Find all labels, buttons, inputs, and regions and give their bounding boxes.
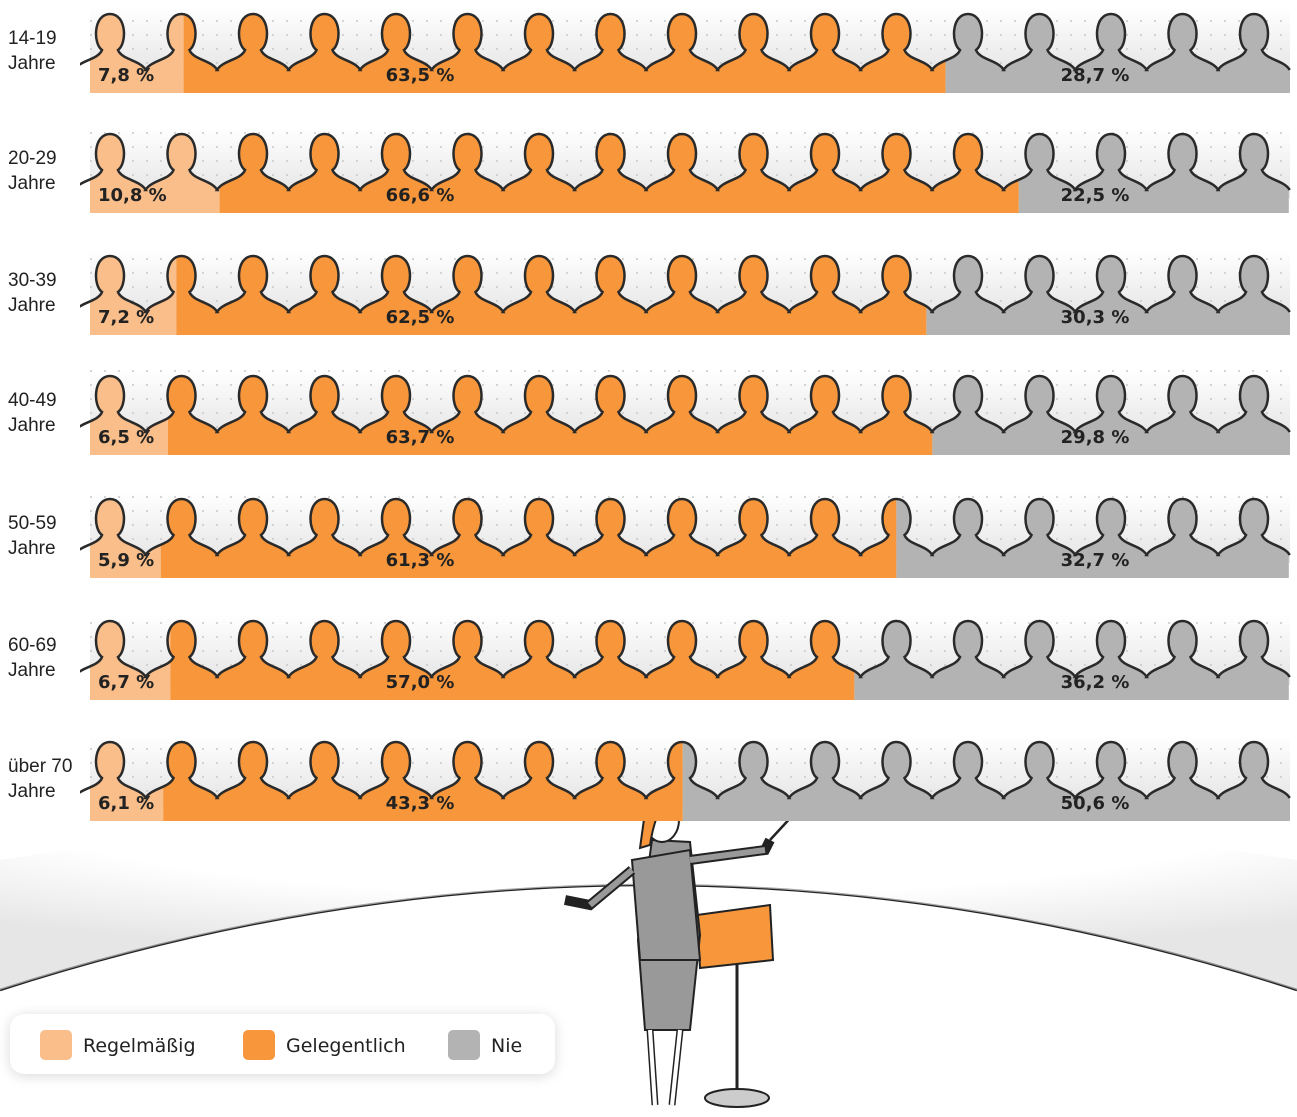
value-label: 36,2 %: [1061, 672, 1130, 693]
value-label: 10,8 %: [98, 185, 167, 206]
value-label: 28,7 %: [1061, 65, 1130, 86]
page: 7,8 %63,5 %28,7 %10,8 %66,6 %22,5 %7,2 %…: [0, 0, 1297, 1117]
category-label: 60-69 Jahre: [8, 633, 57, 683]
legend-label: Regelmäßig: [83, 1035, 196, 1057]
category-label: über 70 Jahre: [8, 754, 72, 804]
value-label: 66,6 %: [386, 185, 455, 206]
value-label: 32,7 %: [1061, 550, 1130, 571]
legend-swatch: [243, 1030, 275, 1060]
value-label: 29,8 %: [1061, 427, 1130, 448]
value-label: 50,6 %: [1061, 793, 1130, 814]
legend-label: Gelegentlich: [286, 1035, 406, 1057]
category-label: 14-19 Jahre: [8, 26, 57, 76]
value-label: 43,3 %: [386, 793, 455, 814]
category-label: 20-29 Jahre: [8, 146, 57, 196]
legend-swatch: [40, 1030, 72, 1060]
chart: 7,8 %63,5 %28,7 %10,8 %66,6 %22,5 %7,2 %…: [0, 0, 1297, 1117]
value-label: 63,5 %: [386, 65, 455, 86]
legend-swatch: [448, 1030, 480, 1060]
value-label: 22,5 %: [1061, 185, 1130, 206]
category-label: 50-59 Jahre: [8, 511, 57, 561]
value-label: 30,3 %: [1061, 307, 1130, 328]
category-label: 30-39 Jahre: [8, 268, 57, 318]
value-label: 62,5 %: [386, 307, 455, 328]
legend-label: Nie: [491, 1035, 522, 1057]
value-label: 61,3 %: [386, 550, 455, 571]
category-label: 40-49 Jahre: [8, 388, 57, 438]
value-label: 63,7 %: [386, 427, 455, 448]
value-label: 57,0 %: [386, 672, 455, 693]
